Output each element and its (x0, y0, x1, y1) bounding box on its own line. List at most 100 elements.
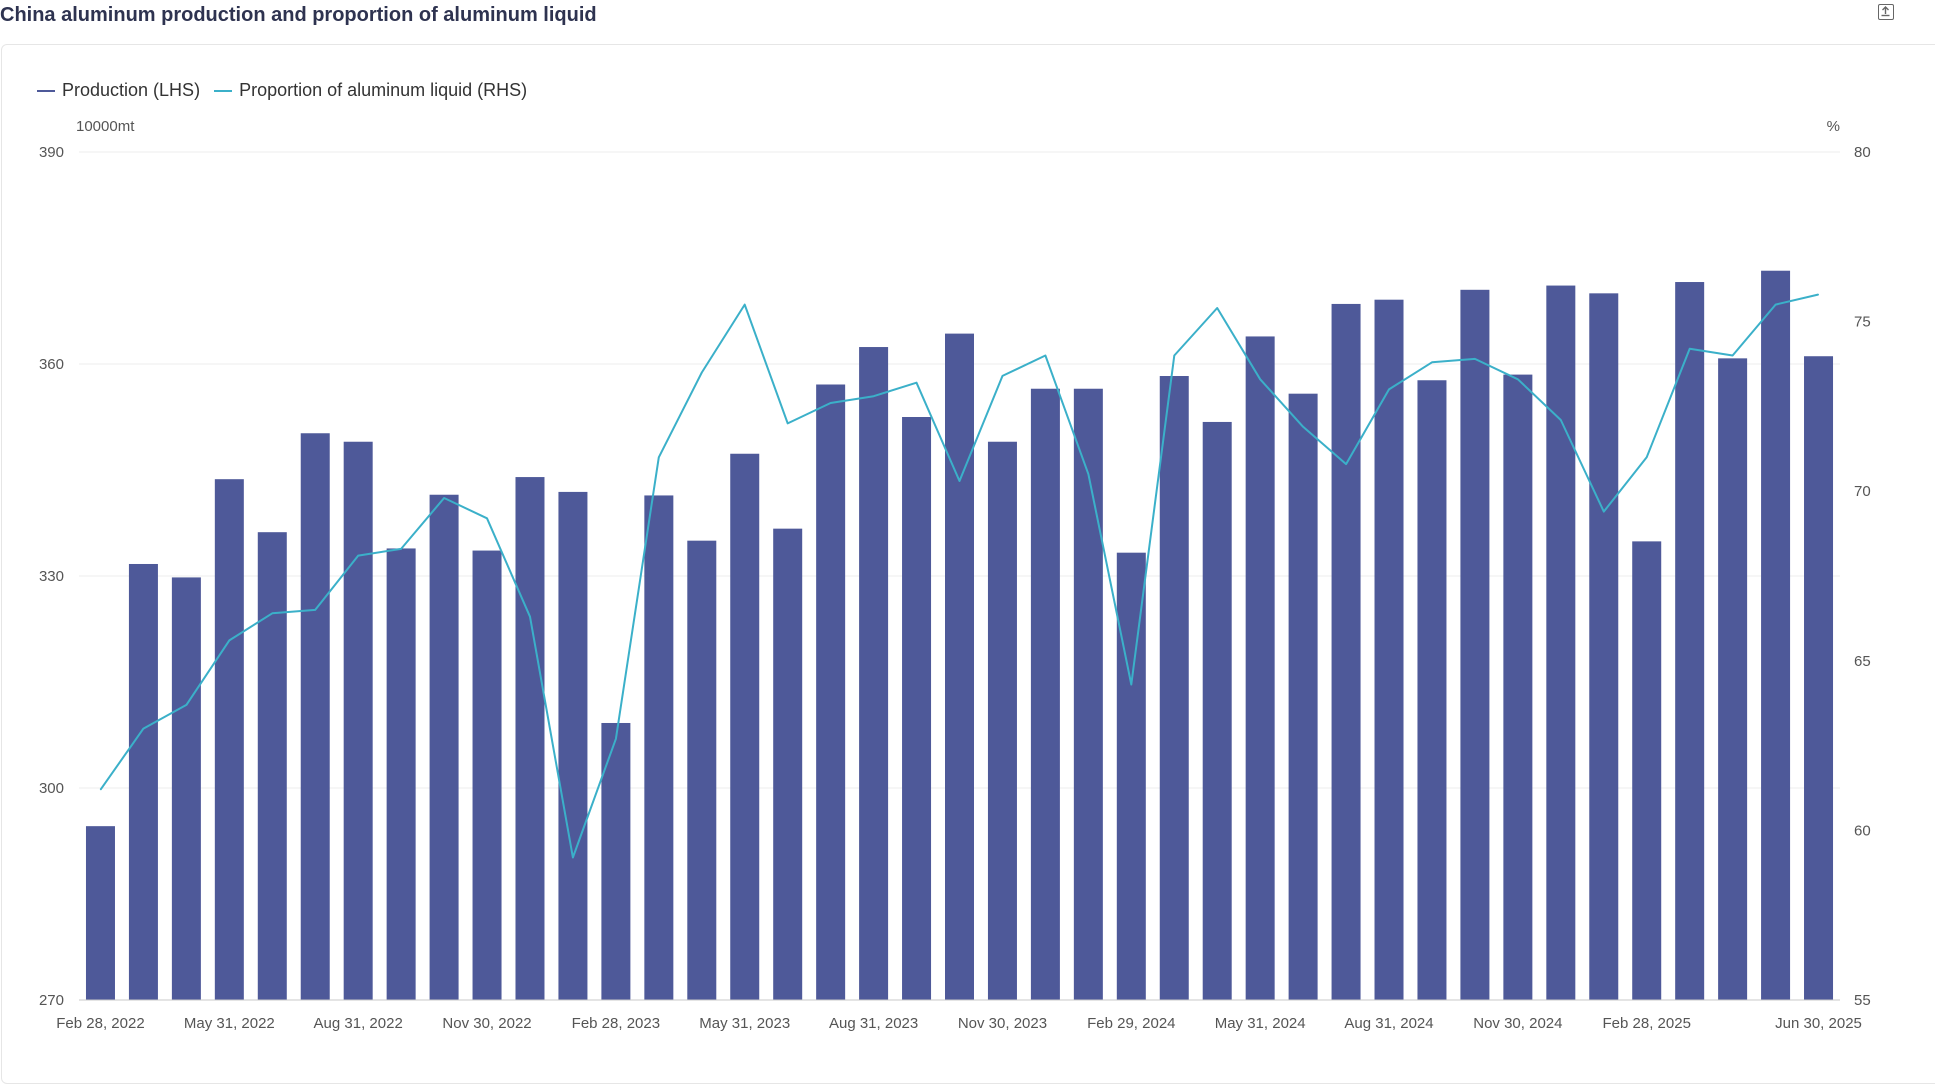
proportion-point (357, 555, 359, 557)
proportion-point (1130, 684, 1132, 686)
production-bar (1589, 293, 1619, 1000)
production-bar (730, 453, 760, 1000)
proportion-point (142, 728, 144, 730)
production-bar (300, 433, 330, 1001)
right-axis-unit: % (1827, 118, 1840, 135)
production-bar (515, 477, 545, 1001)
right-axis-tick: 80 (1854, 144, 1871, 161)
proportion-point (1001, 375, 1003, 377)
legend-item-production[interactable]: Production (LHS) (37, 80, 200, 101)
production-bar (343, 441, 373, 1000)
left-axis-tick: 330 (39, 568, 64, 585)
proportion-point (916, 382, 918, 384)
proportion-point (658, 456, 660, 458)
proportion-point (1173, 355, 1175, 357)
production-bar (773, 528, 803, 1000)
x-axis-tick: Nov 30, 2023 (958, 1015, 1047, 1032)
production-bar (1804, 356, 1834, 1000)
arrow-up-icon (1881, 6, 1890, 17)
proportion-point (873, 395, 875, 397)
proportion-point (744, 304, 746, 306)
proportion-point (787, 422, 789, 424)
proportion-point (529, 616, 531, 618)
production-bar (859, 347, 889, 1000)
legend-label-production: Production (LHS) (62, 80, 201, 100)
production-bar (644, 495, 674, 1000)
proportion-point (1216, 307, 1218, 309)
production-bar (687, 540, 717, 1000)
production-bar (1116, 552, 1146, 1000)
proportion-point (1775, 304, 1777, 306)
production-bars (85, 270, 1834, 1001)
production-bar (1030, 388, 1060, 1000)
export-icon[interactable] (1878, 4, 1894, 20)
x-axis-tick: Nov 30, 2022 (442, 1015, 531, 1032)
right-axis-tick: 60 (1854, 822, 1871, 839)
production-bar (987, 441, 1017, 1000)
left-axis-unit: 10000mt (76, 118, 135, 135)
x-axis-tick: Aug 31, 2022 (314, 1015, 403, 1032)
proportion-point (1646, 456, 1648, 458)
x-axis-tick: Aug 31, 2024 (1344, 1015, 1433, 1032)
production-bar (1288, 393, 1318, 1000)
production-bar (1417, 380, 1447, 1001)
legend-item-proportion[interactable]: Proportion of aluminum liquid (RHS) (214, 80, 527, 101)
production-bar (1546, 285, 1576, 1000)
proportion-point (1560, 419, 1562, 421)
production-bar (1202, 421, 1232, 1000)
production-bar (1245, 336, 1275, 1000)
legend-label-proportion: Proportion of aluminum liquid (RHS) (239, 80, 528, 100)
proportion-point (701, 371, 703, 373)
proportion-point (400, 548, 402, 550)
right-axis: 55 60 65 70 75 80 (1854, 144, 1871, 1009)
production-bar (1675, 282, 1705, 1000)
proportion-point (1818, 293, 1820, 295)
proportion-point (228, 639, 230, 641)
chart-legend: Production (LHS) Proportion of aluminum … (37, 80, 527, 101)
x-axis-tick: Feb 28, 2022 (56, 1015, 144, 1032)
production-bar (1331, 303, 1361, 1000)
production-bar (472, 550, 502, 1000)
proportion-point (1388, 388, 1390, 390)
right-axis-tick: 55 (1854, 992, 1871, 1009)
left-axis-tick: 300 (39, 780, 64, 797)
proportion-point (1689, 348, 1691, 350)
proportion-point (1044, 355, 1046, 357)
x-axis: Feb 28, 2022 May 31, 2022 Aug 31, 2022 Nov … (56, 999, 1862, 1032)
x-axis-tick: Nov 30, 2024 (1473, 1015, 1562, 1032)
proportion-point (271, 612, 273, 614)
right-axis-tick: 70 (1854, 483, 1871, 500)
proportion-point (1732, 355, 1734, 357)
proportion-point (185, 704, 187, 706)
x-axis-tick: May 31, 2024 (1215, 1015, 1306, 1032)
proportion-point (1603, 511, 1605, 513)
x-axis-tick: Aug 31, 2023 (829, 1015, 918, 1032)
x-axis-tick: Feb 28, 2023 (572, 1015, 660, 1032)
proportion-point (572, 857, 574, 859)
production-bar (85, 826, 115, 1000)
production-bar (1073, 388, 1103, 1000)
production-bar (257, 532, 287, 1000)
production-bar (1718, 358, 1748, 1000)
production-bar (386, 548, 416, 1000)
proportion-point (443, 497, 445, 499)
production-bar (816, 384, 846, 1000)
x-axis-tick: Feb 29, 2024 (1087, 1015, 1175, 1032)
legend-swatch-production (37, 89, 55, 92)
production-bar (1503, 374, 1533, 1001)
proportion-point (1431, 361, 1433, 363)
left-axis-tick: 390 (39, 144, 64, 161)
left-axis-tick: 270 (39, 992, 64, 1009)
chart-title: China aluminum production and proportion… (0, 4, 597, 26)
proportion-point (486, 517, 488, 519)
proportion-point (1345, 463, 1347, 465)
production-bar (1460, 289, 1490, 1000)
production-bar (214, 479, 244, 1001)
proportion-point (314, 609, 316, 611)
production-bar (171, 577, 201, 1000)
production-bar (902, 417, 932, 1000)
right-axis-tick: 75 (1854, 314, 1871, 331)
left-axis-tick: 360 (39, 356, 64, 373)
production-bar (128, 563, 158, 1000)
